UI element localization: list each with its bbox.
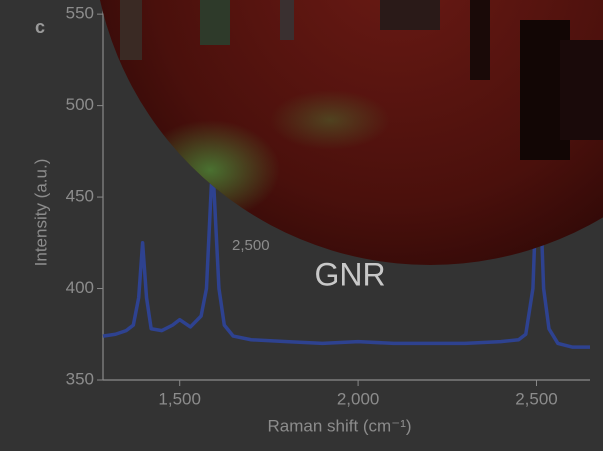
inset-label: 2,500 — [232, 237, 270, 254]
x-tick-label: 1,500 — [158, 389, 201, 408]
y-tick-label: 450 — [66, 187, 94, 206]
photo-details — [120, 0, 603, 220]
photo — [100, 0, 603, 265]
x-tick-label: 2,500 — [515, 389, 558, 408]
x-tick-label: 2,000 — [337, 389, 380, 408]
panel-label: c — [35, 17, 45, 37]
y-tick-label: 550 — [66, 4, 94, 23]
y-tick-label: 350 — [66, 369, 94, 388]
annotation: GNR — [314, 256, 385, 292]
y-tick-label: 500 — [66, 95, 94, 114]
y-axis-label: Intensity (a.u.) — [31, 159, 50, 267]
y-tick-label: 400 — [66, 278, 94, 297]
x-axis-label: Raman shift (cm⁻¹) — [267, 416, 411, 435]
